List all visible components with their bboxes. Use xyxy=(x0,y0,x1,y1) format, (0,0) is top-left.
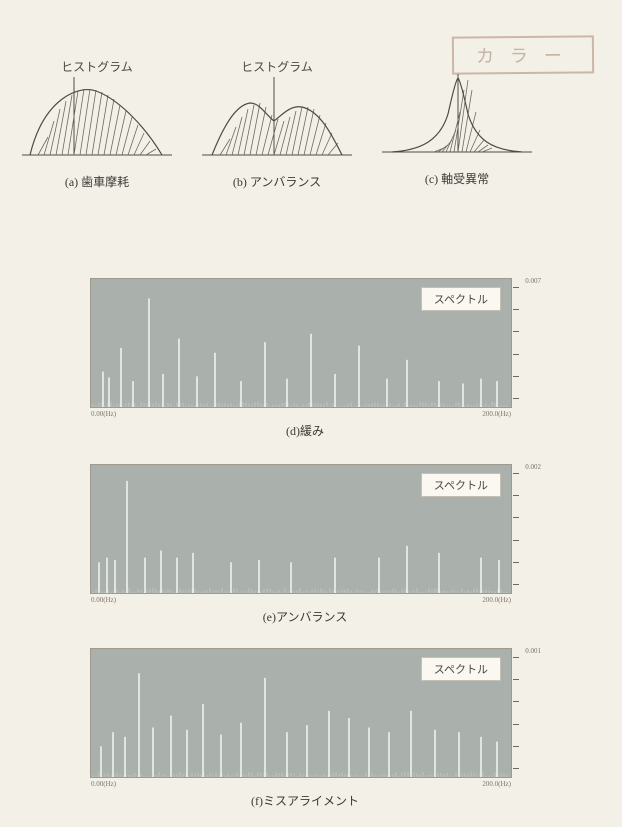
spectrum-title: スペクトル xyxy=(421,473,501,497)
x-right-label: 200.0(Hz) xyxy=(482,780,511,788)
spectrum-caption: (d)緩み xyxy=(90,422,520,439)
spectrum-title: スペクトル xyxy=(421,657,501,681)
spectrum-title: スペクトル xyxy=(421,287,501,311)
histogram-caption: (a) 歯車摩耗 xyxy=(65,173,129,190)
spectrum-e: スペクトル0.0020.00(Hz)200.0(Hz) (e)アンバランス xyxy=(90,464,520,625)
x-left-label: 0.00(Hz) xyxy=(91,410,116,418)
histogram-plot xyxy=(202,77,352,167)
spectrum-plot: スペクトル0.0010.00(Hz)200.0(Hz) xyxy=(90,648,512,778)
spectrum-caption: (f)ミスアライメント xyxy=(90,792,520,809)
histogram-caption: (c) 軸受異常 xyxy=(425,170,489,187)
histogram-a: ヒストグラム (a) 歯車摩耗 xyxy=(22,58,172,190)
histogram-caption: (b) アンバランス xyxy=(233,173,321,190)
spectrum-caption: (e)アンバランス xyxy=(90,608,520,625)
x-left-label: 0.00(Hz) xyxy=(91,780,116,788)
spectrum-plot: スペクトル0.0070.00(Hz)200.0(Hz) xyxy=(90,278,512,408)
histogram-plot xyxy=(382,74,532,164)
histogram-label: ヒストグラム xyxy=(241,58,313,75)
spectrum-f: スペクトル0.0010.00(Hz)200.0(Hz) (f)ミスアライメント xyxy=(90,648,520,809)
y-max-label: 0.007 xyxy=(525,277,541,285)
histogram-b: ヒストグラム (b) アンバランス xyxy=(202,58,352,190)
histogram-label: ヒストグラム xyxy=(61,58,133,75)
histogram-row: ヒストグラム(a) 歯車摩耗ヒストグラム(b) アンバランス(c) 軸受異常 xyxy=(22,58,532,190)
x-right-label: 200.0(Hz) xyxy=(482,410,511,418)
y-max-label: 0.002 xyxy=(525,463,541,471)
spectrum-d: スペクトル0.0070.00(Hz)200.0(Hz) (d)緩み xyxy=(90,278,520,439)
x-right-label: 200.0(Hz) xyxy=(482,596,511,604)
histogram-plot xyxy=(22,77,172,167)
x-left-label: 0.00(Hz) xyxy=(91,596,116,604)
histogram-c: (c) 軸受異常 xyxy=(382,58,532,190)
spectrum-plot: スペクトル0.0020.00(Hz)200.0(Hz) xyxy=(90,464,512,594)
y-max-label: 0.001 xyxy=(525,647,541,655)
